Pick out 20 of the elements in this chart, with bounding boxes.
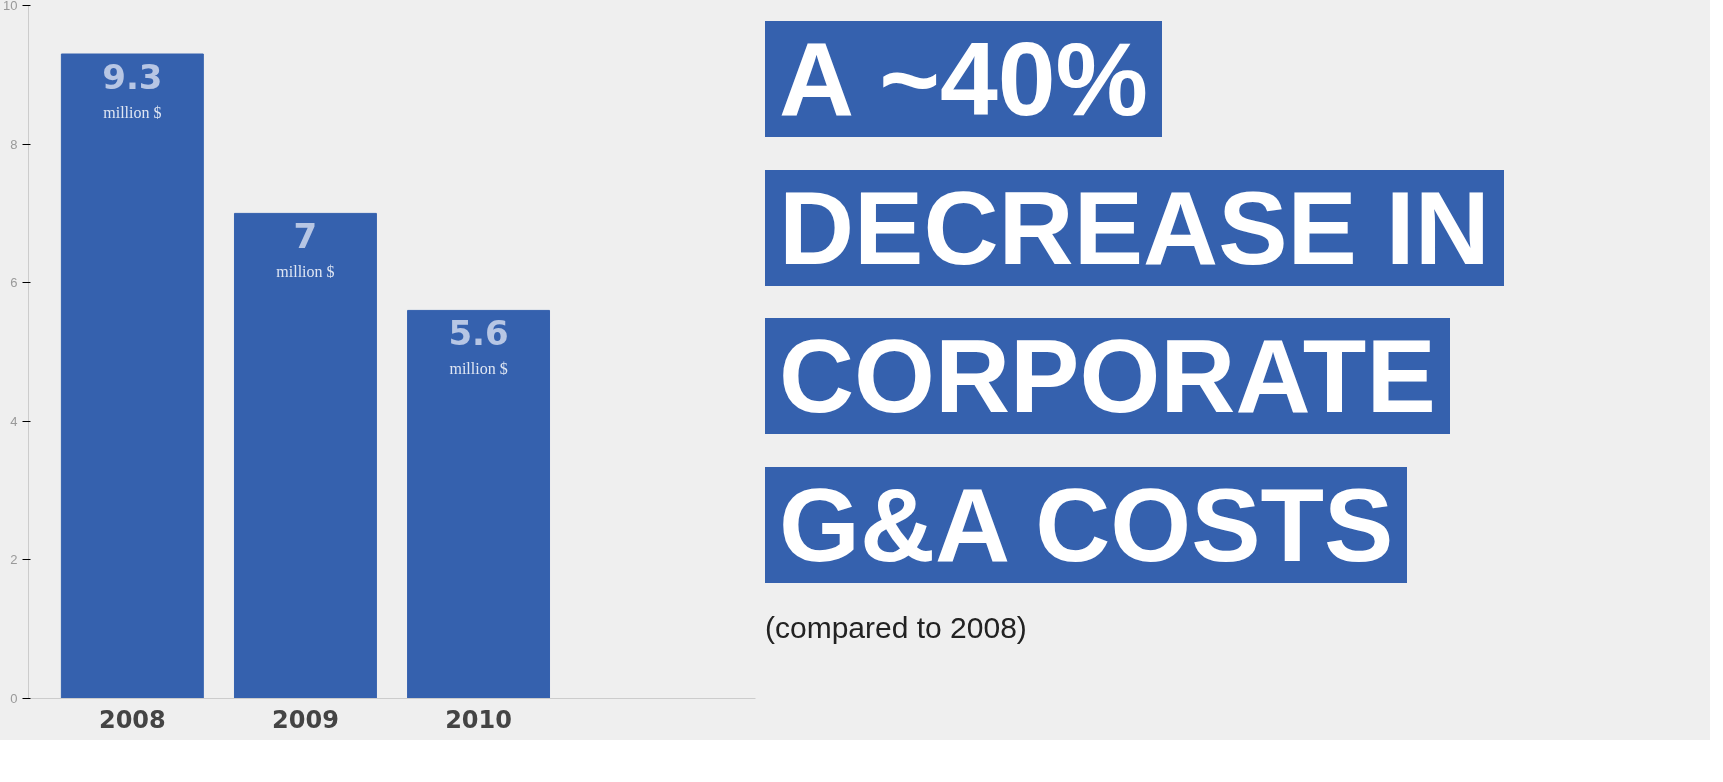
bar [233,212,377,699]
y-tick-label: 8 [10,136,18,152]
y-tick-label: 6 [10,275,18,291]
text: (compared to 2008) [765,610,1028,647]
data-label: 9.3 [102,57,163,98]
x-tick-label: 2010 [445,705,512,734]
data-label: 5.6 [448,313,509,354]
y-tick-label: 0 [10,691,18,706]
text: A ~40% DECREASE IN CORPORATE G&A COSTS [778,21,1491,583]
data-label: 7 [293,216,318,257]
annotation: million $ [103,104,162,122]
y-tick-label: 10 [3,0,18,13]
x-tick-label: 2009 [272,705,339,734]
annotation: million $ [449,360,508,378]
bar [60,53,204,699]
x-tick-label: 2008 [98,705,166,734]
annotation: million $ [276,263,335,281]
y-tick-label: 4 [10,413,18,429]
bar [407,309,551,699]
y-tick-label: 2 [10,552,18,568]
